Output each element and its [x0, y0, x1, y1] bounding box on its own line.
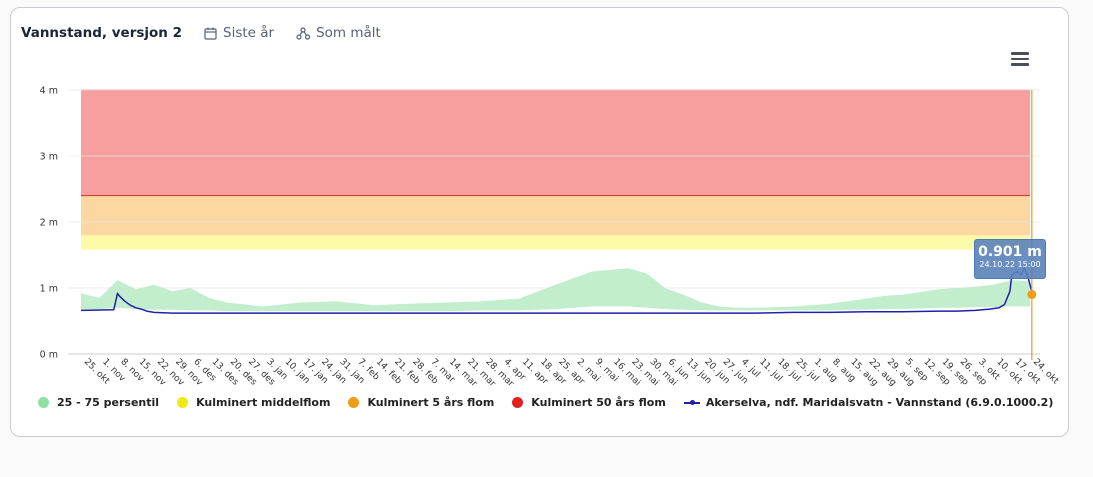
- period-label: Siste år: [223, 25, 275, 41]
- legend-dot-symbol: [177, 397, 189, 408]
- nodes-icon: [296, 26, 311, 40]
- percentile-area-path: [81, 268, 1030, 312]
- markers: [1027, 90, 1037, 360]
- legend-item-4[interactable]: Akerselva, ndf. Maridalsvatn - Vannstand…: [683, 396, 1054, 409]
- threshold-band-1: [81, 195, 1030, 236]
- tooltip-time: 24.10.22 15:00: [979, 260, 1041, 269]
- chart-header: Vannstand, versjon 2 Siste år Som målt: [21, 22, 381, 44]
- legend-label: Akerselva, ndf. Maridalsvatn - Vannstand…: [705, 396, 1054, 409]
- value-tooltip: 0.901 m 24.10.22 15:00: [974, 239, 1046, 279]
- legend-label: Kulminert 50 års flom: [531, 396, 666, 409]
- legend-item-2[interactable]: Kulminert 5 års flom: [348, 396, 494, 409]
- threshold-band-0: [81, 235, 1030, 250]
- highlight-point: [1027, 290, 1037, 300]
- period-selector[interactable]: Siste år: [204, 25, 274, 41]
- series-lines: [80, 267, 1033, 314]
- chart-legend: 25 - 75 persentil Kulminert middelflom Kul…: [38, 396, 1071, 409]
- legend-dot-symbol: [348, 397, 360, 408]
- y-tick-label: 0 m: [40, 350, 58, 361]
- y-tick-label: 3 m: [40, 152, 58, 163]
- legend-item-3[interactable]: Kulminert 50 års flom: [512, 396, 666, 409]
- mode-selector[interactable]: Som målt: [296, 25, 381, 41]
- y-tick-label: 4 m: [40, 86, 58, 97]
- legend-label: Kulminert 5 års flom: [367, 396, 495, 409]
- y-axis: 0 m 1 m 2 m 3 m 4 m: [40, 86, 58, 361]
- y-tick-label: 1 m: [40, 284, 58, 295]
- mode-label: Som målt: [316, 25, 381, 41]
- tooltip-value: 0.901 m: [978, 244, 1042, 260]
- chart-title: Vannstand, versjon 2: [21, 25, 182, 41]
- legend-line-symbol: [683, 397, 700, 408]
- legend-dot-symbol: [38, 397, 49, 408]
- legend-item-0[interactable]: 25 - 75 persentil: [38, 396, 159, 409]
- hamburger-menu-icon[interactable]: [1011, 52, 1029, 68]
- threshold-band-2: [81, 90, 1030, 196]
- legend-dot-symbol: [512, 397, 524, 408]
- series-line-0: [80, 267, 1033, 314]
- legend-item-1[interactable]: Kulminert middelflom: [177, 396, 330, 409]
- calendar-icon: [204, 27, 217, 40]
- legend-label: 25 - 75 persentil: [57, 396, 160, 409]
- y-tick-label: 2 m: [40, 218, 58, 229]
- legend-label: Kulminert middelflom: [196, 396, 331, 409]
- percentile-area: [81, 268, 1030, 312]
- threshold-bands: [81, 89, 1030, 250]
